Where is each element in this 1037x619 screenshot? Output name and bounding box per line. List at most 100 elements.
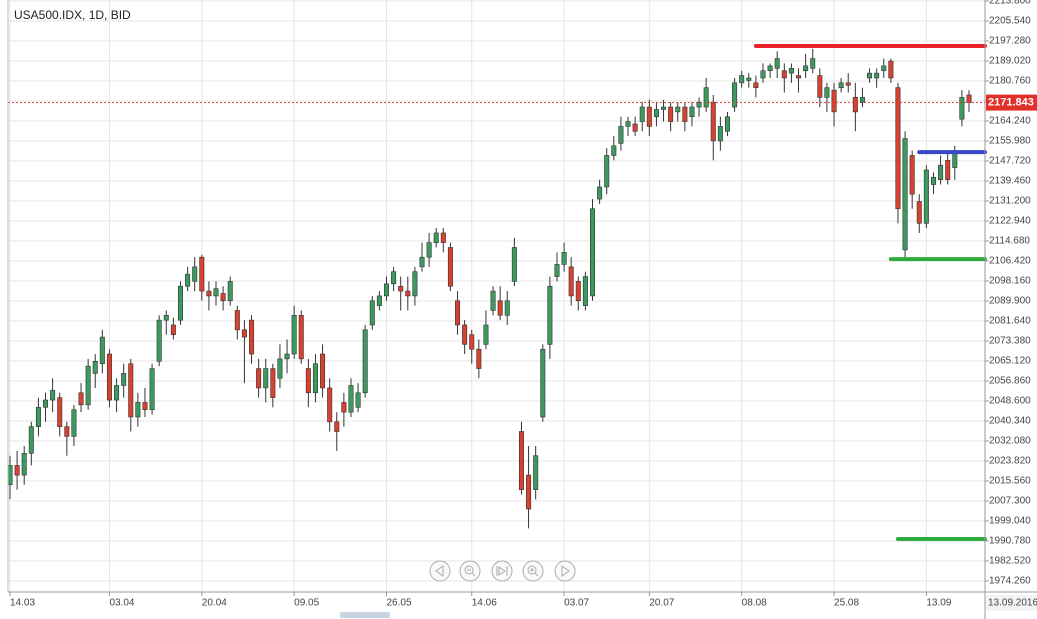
candle-body (753, 82, 759, 88)
zoom-out-icon-handle (467, 569, 476, 577)
candle-body (433, 232, 439, 243)
cursor-date: 13.09.2016 (988, 598, 1037, 609)
x-tick-label: 25.08 (834, 598, 859, 609)
candle-body (575, 281, 581, 302)
x-tick-label: 13.09 (926, 598, 951, 609)
candle-body (526, 474, 532, 510)
y-tick-label: 1990.780 (989, 536, 1031, 547)
candle-body (838, 82, 844, 88)
candle-body (895, 87, 901, 210)
candle-body (64, 426, 70, 437)
y-tick-label: 2106.420 (989, 256, 1031, 267)
candle-body (831, 89, 837, 113)
candle-body (568, 266, 574, 297)
candle-body (43, 399, 49, 408)
y-tick-label: 2147.720 (989, 156, 1031, 167)
navigation (429, 560, 576, 582)
candle-body (21, 453, 27, 476)
candle-body (682, 106, 688, 122)
x-tick-label: 26.05 (386, 598, 411, 609)
candle-body (732, 82, 738, 108)
candle-body (142, 402, 148, 411)
candle-body (817, 75, 823, 98)
x-tick-label: 20.07 (649, 598, 674, 609)
candle-body (746, 77, 752, 81)
chart-title: USA500.IDX, 1D, BID (14, 8, 131, 22)
candle-body (35, 406, 41, 427)
candle-body (192, 266, 198, 282)
nav-right[interactable] (554, 560, 576, 582)
nav-left[interactable] (429, 560, 451, 582)
candle-body (767, 65, 773, 72)
candle-body (533, 455, 539, 490)
candle-body (696, 101, 702, 108)
candle-body (114, 385, 120, 401)
y-tick-label: 2073.380 (989, 336, 1031, 347)
candle-body (604, 155, 610, 188)
candle-body (668, 106, 674, 122)
candle-body (440, 232, 446, 243)
candle-body (355, 392, 361, 408)
candle-body (781, 70, 787, 79)
y-tick-label: 2189.020 (989, 56, 1031, 67)
axes: 1974.260 1982.520 1990.780 1999.040 2007.300… (9, 0, 1037, 611)
zoom-in-icon-handle (530, 568, 539, 577)
y-tick-label: 2015.560 (989, 476, 1031, 487)
zoom-out[interactable] (459, 560, 481, 582)
candle-body (511, 247, 517, 282)
y-tick-label: 2048.600 (989, 396, 1031, 407)
candle-body (149, 368, 155, 411)
y-tick-label: 2131.200 (989, 196, 1031, 207)
candle-body (348, 385, 354, 413)
candle-body (376, 295, 382, 306)
reset[interactable] (491, 560, 513, 582)
candle-body (945, 160, 951, 180)
candle-body (930, 176, 936, 185)
candle-body (128, 363, 134, 418)
scrollbar[interactable] (340, 612, 390, 618)
candle-body (71, 409, 77, 437)
candle-body (185, 273, 191, 287)
candle-body (121, 373, 127, 386)
candle-body (803, 65, 809, 72)
x-tick-label: 08.08 (742, 598, 767, 609)
candle-body (824, 87, 830, 98)
y-tick-label: 2040.340 (989, 416, 1031, 427)
candle-body (270, 368, 276, 398)
candle-body (518, 431, 524, 490)
candle-body (220, 293, 226, 302)
candle-body (170, 324, 176, 335)
zoom-in[interactable] (522, 560, 544, 582)
candle-body (419, 256, 425, 268)
candle-body (938, 164, 944, 180)
candle-body (298, 314, 304, 360)
y-tick-label: 2089.900 (989, 296, 1031, 307)
candle-body (135, 402, 141, 418)
candle-body (227, 281, 233, 302)
candle-body (291, 314, 297, 355)
candle-body (888, 60, 894, 79)
candle-body (739, 75, 745, 84)
candle-body (341, 402, 347, 413)
candle-body (632, 123, 638, 132)
candle-body (504, 300, 510, 316)
candle-body (50, 390, 56, 401)
candle-body (213, 288, 219, 297)
candle-body (241, 329, 247, 338)
y-tick-label: 2139.460 (989, 176, 1031, 187)
candle-body (106, 353, 112, 401)
candle-body (391, 271, 397, 285)
x-tick-label: 03.07 (564, 598, 589, 609)
candle-body (455, 300, 461, 326)
y-tick-label: 2197.280 (989, 36, 1031, 47)
candle-body (462, 324, 468, 345)
candle-body (867, 72, 873, 79)
candle-body (561, 252, 567, 265)
candle-body (206, 290, 212, 297)
candle-body (177, 285, 183, 321)
y-tick-label: 2155.980 (989, 136, 1031, 147)
candle-body (57, 397, 63, 427)
x-tick-label: 03.04 (109, 598, 134, 609)
candle-body (916, 201, 922, 224)
